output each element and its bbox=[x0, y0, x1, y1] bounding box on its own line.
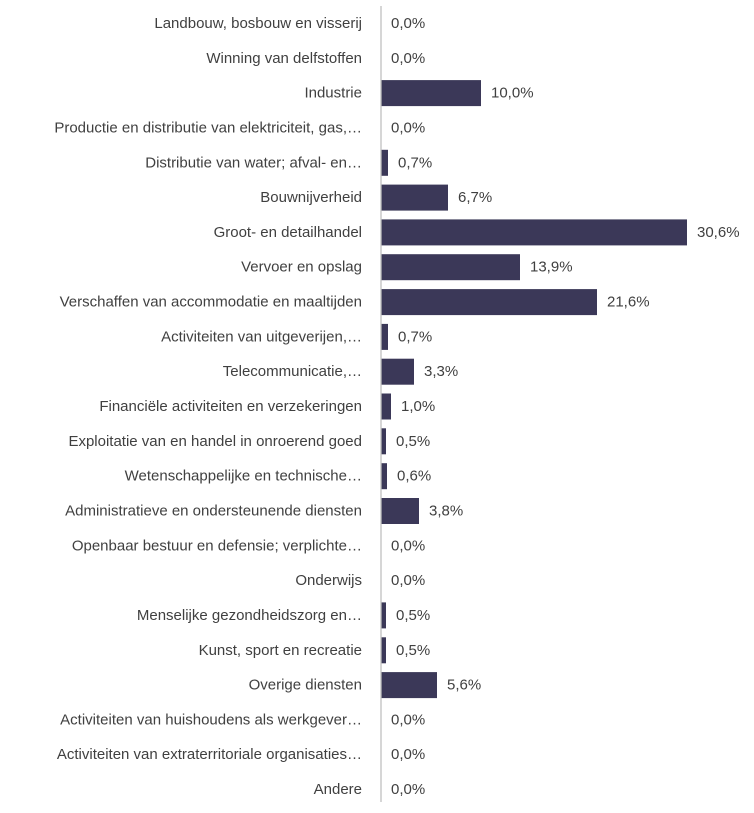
category-label: Landbouw, bosbouw en visserij bbox=[154, 15, 362, 32]
data-label: 30,6% bbox=[697, 224, 740, 241]
category-label: Activiteiten van huishoudens als werkgev… bbox=[60, 711, 362, 728]
data-label: 0,6% bbox=[397, 468, 431, 485]
category-label: Openbaar bestuur en defensie; verplichte… bbox=[72, 537, 362, 554]
data-label: 0,7% bbox=[398, 328, 432, 345]
bar bbox=[381, 393, 391, 420]
data-label: 0,5% bbox=[396, 607, 430, 624]
bar bbox=[381, 149, 388, 176]
category-label: Bouwnijverheid bbox=[260, 189, 362, 206]
data-label: 0,0% bbox=[391, 50, 425, 67]
category-label: Onderwijs bbox=[295, 572, 362, 589]
category-label: Groot- en detailhandel bbox=[214, 224, 362, 241]
category-label: Menselijke gezondheidszorg en… bbox=[137, 607, 362, 624]
bar bbox=[381, 498, 419, 524]
bars-group bbox=[381, 80, 687, 699]
data-label: 0,5% bbox=[396, 433, 430, 450]
category-label: Distributie van water; afval- en… bbox=[145, 154, 362, 171]
category-label: Administratieve en ondersteunende dienst… bbox=[65, 502, 362, 519]
bar bbox=[381, 80, 481, 107]
data-label: 3,3% bbox=[424, 363, 458, 380]
category-label: Telecommunicatie,… bbox=[223, 363, 362, 380]
data-label: 0,0% bbox=[391, 15, 425, 32]
bar bbox=[381, 219, 687, 246]
data-label: 0,0% bbox=[391, 746, 425, 763]
data-label: 3,8% bbox=[429, 502, 463, 519]
data-label: 0,0% bbox=[391, 537, 425, 554]
bar bbox=[381, 602, 386, 629]
bar bbox=[381, 323, 388, 350]
bar bbox=[381, 254, 520, 281]
category-labels-group: Landbouw, bosbouw en visserij Winning van… bbox=[54, 15, 362, 798]
category-label: Vervoer en opslag bbox=[241, 259, 362, 276]
category-label: Wetenschappelijke en technische… bbox=[125, 468, 362, 485]
bar bbox=[381, 637, 386, 664]
data-label: 6,7% bbox=[458, 189, 492, 206]
category-label: Winning van delfstoffen bbox=[206, 50, 362, 67]
data-label: 0,7% bbox=[398, 154, 432, 171]
data-label: 0,5% bbox=[396, 642, 430, 659]
category-label: Activiteiten van extraterritoriale organ… bbox=[57, 746, 362, 763]
bar bbox=[381, 289, 597, 316]
category-label: Financiële activiteiten en verzekeringen bbox=[99, 398, 362, 415]
data-label: 21,6% bbox=[607, 294, 650, 311]
data-label: 0,0% bbox=[391, 119, 425, 136]
category-label: Andere bbox=[314, 781, 362, 798]
bar bbox=[381, 463, 387, 490]
data-label: 5,6% bbox=[447, 677, 481, 694]
value-labels-group: 0,0% 0,0% 10,0% 0,0% 0,7% 6,7% 30,6% 13,9% 21,6%… bbox=[391, 15, 740, 798]
category-label: Overige diensten bbox=[249, 677, 362, 694]
bar bbox=[381, 184, 448, 211]
data-label: 0,0% bbox=[391, 572, 425, 589]
category-label: Kunst, sport en recreatie bbox=[199, 642, 362, 659]
data-label: 0,0% bbox=[391, 711, 425, 728]
category-label: Verschaffen van accommodatie en maaltijd… bbox=[60, 294, 362, 311]
data-label: 13,9% bbox=[530, 259, 573, 276]
bar bbox=[381, 358, 414, 385]
category-label: Exploitatie van en handel in onroerend g… bbox=[68, 433, 362, 450]
data-label: 10,0% bbox=[491, 85, 534, 102]
bar bbox=[381, 428, 386, 455]
data-label: 1,0% bbox=[401, 398, 435, 415]
bar bbox=[381, 672, 437, 699]
data-label: 0,0% bbox=[391, 781, 425, 798]
category-label: Industrie bbox=[304, 85, 362, 102]
category-label: Productie en distributie van elektricite… bbox=[54, 119, 362, 136]
category-label: Activiteiten van uitgeverijen,… bbox=[161, 328, 362, 345]
